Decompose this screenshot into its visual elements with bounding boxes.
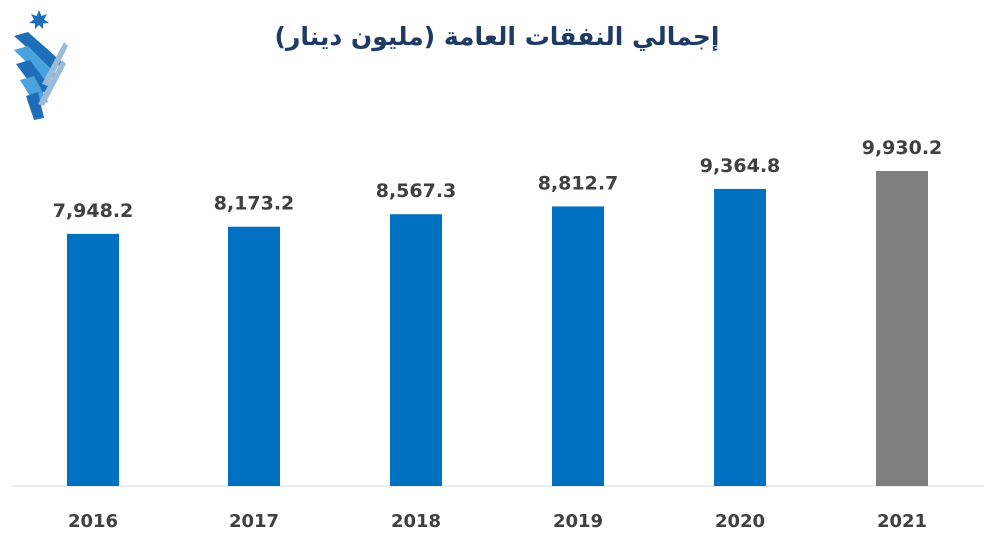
data-label-2020: 9,364.8 — [700, 155, 781, 177]
bar-2017 — [228, 226, 280, 486]
chart-title: إجمالي النفقات العامة (مليون دينار) — [274, 22, 720, 51]
emblem-logo — [14, 10, 68, 120]
data-label-2019: 8,812.7 — [538, 172, 619, 194]
data-label-2018: 8,567.3 — [376, 180, 457, 202]
data-label-2016: 7,948.2 — [53, 200, 134, 222]
bar-2016 — [67, 233, 119, 486]
bars-group: 7,948.2 2016 8,173.2 2017 8,567.3 2018 8,812.7… — [53, 137, 943, 532]
x-tick-label-2017: 2017 — [229, 511, 279, 532]
x-tick-label-2019: 2019 — [553, 511, 603, 532]
bar-2021 — [876, 171, 928, 486]
bar-2019 — [552, 206, 604, 487]
x-tick-label-2020: 2020 — [715, 511, 765, 532]
x-tick-label-2018: 2018 — [391, 511, 441, 532]
bar-2018 — [390, 214, 442, 486]
bar-2020 — [714, 188, 766, 486]
x-tick-label-2021: 2021 — [877, 511, 927, 532]
data-label-2021: 9,930.2 — [862, 137, 943, 159]
x-tick-label-2016: 2016 — [68, 511, 118, 532]
data-label-2017: 8,173.2 — [214, 193, 295, 215]
